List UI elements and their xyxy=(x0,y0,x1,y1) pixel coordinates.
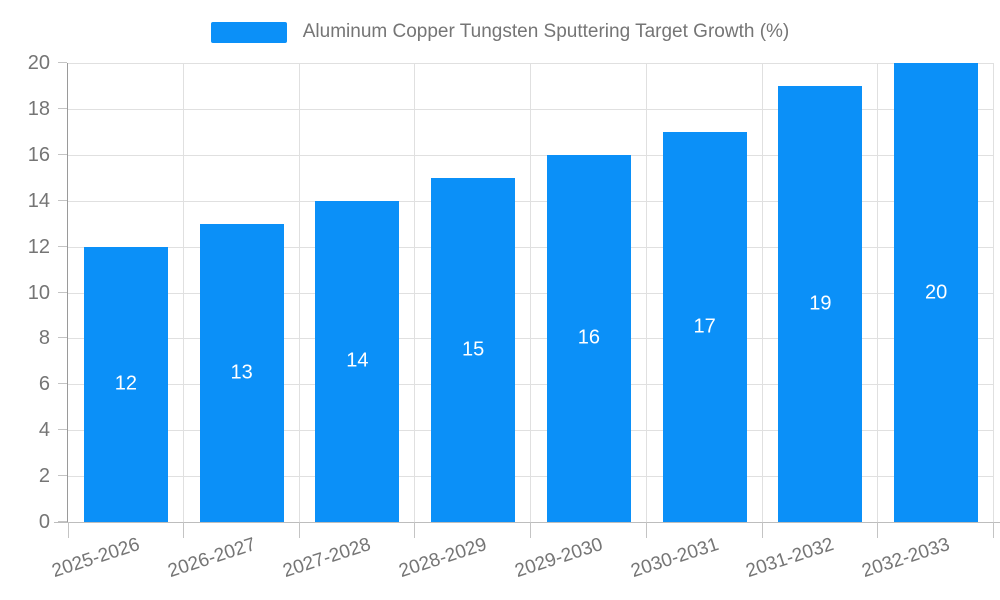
x-axis-category-label: 2027-2028 xyxy=(280,534,374,583)
vertical-gridline xyxy=(530,63,531,522)
horizontal-gridline xyxy=(68,200,994,202)
y-axis-tick xyxy=(58,521,67,522)
y-axis-tick xyxy=(58,429,67,431)
horizontal-gridline xyxy=(68,108,994,110)
x-axis-tick xyxy=(414,522,416,538)
plot-area: 0 2 4 6 8 10 12 14 16 18 20 12 13 14 15 16 17 19 20 2025-20… xyxy=(28,53,1000,582)
y-axis-tick-label: 14 xyxy=(27,189,50,212)
y-axis-tick-label: 20 xyxy=(27,52,50,74)
y-axis-tick-label: 16 xyxy=(27,143,50,166)
legend-swatch[interactable] xyxy=(210,21,287,43)
x-axis-tick xyxy=(993,522,994,538)
x-axis-tick xyxy=(761,522,763,538)
horizontal-gridline xyxy=(68,154,994,156)
bar-value-label: 15 xyxy=(462,338,485,361)
x-axis-tick xyxy=(182,522,184,538)
x-axis-category-label: 2026-2027 xyxy=(165,534,258,583)
bar[interactable]: 14 xyxy=(315,200,400,522)
bar[interactable]: 13 xyxy=(199,223,284,522)
legend[interactable]: Aluminum Copper Tungsten Sputtering Targ… xyxy=(0,14,1000,50)
y-axis-tick xyxy=(58,383,67,385)
bar-value-label: 14 xyxy=(346,349,369,372)
bar-value-label: 12 xyxy=(114,372,137,395)
x-axis-tick xyxy=(645,522,647,538)
x-axis-tick xyxy=(877,522,879,538)
legend-label: Aluminum Copper Tungsten Sputtering Targ… xyxy=(302,21,790,42)
horizontal-gridline xyxy=(68,246,994,248)
x-axis-tick xyxy=(68,522,69,538)
y-axis-tick xyxy=(58,291,67,293)
bar-value-label: 17 xyxy=(693,315,716,338)
vertical-gridline xyxy=(993,63,994,522)
x-axis-line xyxy=(54,522,1000,523)
y-axis-tick xyxy=(58,107,67,109)
horizontal-gridline xyxy=(68,430,994,432)
bar[interactable]: 12 xyxy=(83,246,168,522)
y-axis-tick xyxy=(58,337,67,339)
y-axis-tick xyxy=(58,475,67,477)
y-axis-tick-label: 10 xyxy=(27,281,50,304)
x-axis-tick xyxy=(298,522,300,538)
vertical-gridline xyxy=(414,63,416,522)
bar[interactable]: 16 xyxy=(546,154,631,522)
bar-value-label: 20 xyxy=(925,281,948,303)
y-axis-tick xyxy=(58,62,67,63)
bar-value-label: 13 xyxy=(230,361,253,384)
y-axis-tick-label: 12 xyxy=(27,235,50,258)
horizontal-gridline xyxy=(68,63,994,64)
y-axis-tick-label: 8 xyxy=(38,327,50,350)
y-axis-tick xyxy=(58,153,67,155)
y-axis-tick-label: 6 xyxy=(38,373,50,396)
bar[interactable]: 15 xyxy=(431,177,516,522)
x-axis-category-label: 2031-2032 xyxy=(743,534,837,583)
x-axis-category-label: 2029-2030 xyxy=(512,534,606,583)
vertical-gridline xyxy=(182,63,184,522)
x-axis-category-label: 2030-2031 xyxy=(628,534,721,583)
bar[interactable]: 17 xyxy=(662,131,747,522)
x-axis-category-label: 2028-2029 xyxy=(396,534,490,583)
x-axis-tick xyxy=(530,522,531,538)
y-axis-tick xyxy=(58,199,67,201)
horizontal-gridline xyxy=(68,384,994,386)
vertical-gridline xyxy=(298,63,300,522)
x-axis-category-label: 2025-2026 xyxy=(49,534,143,583)
bar-value-label: 19 xyxy=(809,292,832,315)
horizontal-gridline xyxy=(68,292,994,294)
bar[interactable]: 20 xyxy=(894,63,979,522)
horizontal-gridline xyxy=(68,338,994,340)
y-axis-tick xyxy=(58,245,67,247)
y-axis-tick-label: 4 xyxy=(38,419,50,442)
x-axis-category-label: 2032-2033 xyxy=(859,534,953,583)
y-axis-tick-label: 0 xyxy=(38,511,50,533)
horizontal-gridline xyxy=(68,476,994,478)
vertical-gridline xyxy=(761,63,763,522)
bar-value-label: 16 xyxy=(577,326,600,349)
y-axis-line xyxy=(67,63,68,522)
y-axis-tick-label: 2 xyxy=(38,465,50,488)
vertical-gridline xyxy=(877,63,879,522)
bar[interactable]: 19 xyxy=(778,85,863,522)
vertical-gridline xyxy=(645,63,647,522)
y-axis-tick-label: 18 xyxy=(27,97,50,120)
